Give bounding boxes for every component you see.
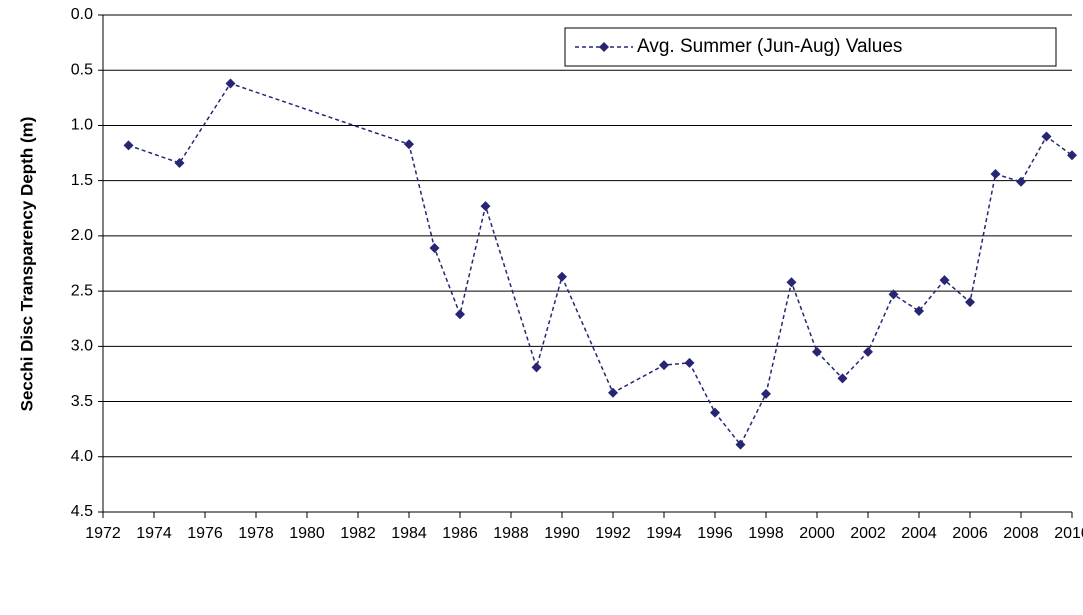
series-line bbox=[128, 82, 1073, 447]
y-tick-label: 0.0 bbox=[71, 6, 93, 23]
data-point bbox=[863, 346, 873, 357]
y-tick-label: 4.5 bbox=[71, 503, 93, 520]
data-point bbox=[735, 439, 746, 450]
data-point bbox=[123, 140, 134, 151]
y-tick-label: 1.0 bbox=[71, 117, 93, 134]
x-tick-label: 2006 bbox=[952, 525, 988, 542]
data-point bbox=[659, 360, 669, 371]
data-point bbox=[761, 388, 771, 399]
y-tick-label: 2.5 bbox=[71, 282, 93, 299]
x-tick-label: 1984 bbox=[391, 525, 427, 542]
data-point bbox=[1041, 131, 1052, 142]
data-point bbox=[557, 271, 567, 282]
y-tick-label: 4.0 bbox=[71, 448, 93, 465]
x-tick-label: 1996 bbox=[697, 525, 733, 542]
data-point bbox=[710, 407, 720, 418]
x-tick-label: 1980 bbox=[289, 525, 325, 542]
x-tick-label: 1982 bbox=[340, 525, 376, 542]
data-point bbox=[429, 243, 440, 254]
data-point bbox=[812, 346, 822, 357]
x-tick-label: 2004 bbox=[901, 525, 937, 542]
data-point bbox=[531, 362, 542, 373]
data-point bbox=[404, 139, 414, 150]
x-tick-label: 2000 bbox=[799, 525, 835, 542]
data-point bbox=[837, 373, 848, 384]
x-tick-label: 1976 bbox=[187, 525, 223, 542]
data-point bbox=[684, 357, 695, 368]
x-tick-label: 1990 bbox=[544, 525, 580, 542]
x-tick-label: 1988 bbox=[493, 525, 529, 542]
data-point bbox=[990, 169, 1001, 180]
y-tick-label: 3.5 bbox=[71, 393, 93, 410]
data-point bbox=[939, 275, 950, 286]
data-point bbox=[174, 157, 185, 168]
data-point bbox=[455, 309, 465, 320]
x-tick-label: 1978 bbox=[238, 525, 274, 542]
y-tick-label: 2.0 bbox=[71, 227, 93, 244]
x-tick-label: 2008 bbox=[1003, 525, 1039, 542]
data-point bbox=[225, 78, 236, 89]
data-point bbox=[786, 277, 797, 288]
x-tick-label: 1992 bbox=[595, 525, 631, 542]
x-tick-label: 2010 bbox=[1054, 525, 1083, 542]
x-tick-label: 1986 bbox=[442, 525, 478, 542]
data-point bbox=[1067, 150, 1077, 161]
y-axis-label: Secchi Disc Transparency Depth (m) bbox=[17, 117, 36, 412]
y-tick-label: 3.0 bbox=[71, 338, 93, 355]
x-tick-label: 1974 bbox=[136, 525, 172, 542]
data-point bbox=[1016, 176, 1026, 187]
x-tick-label: 2002 bbox=[850, 525, 886, 542]
data-point bbox=[608, 387, 618, 398]
data-point bbox=[480, 201, 491, 212]
x-tick-label: 1994 bbox=[646, 525, 682, 542]
x-tick-label: 1972 bbox=[85, 525, 121, 542]
data-point bbox=[888, 289, 899, 300]
x-tick-label: 1998 bbox=[748, 525, 784, 542]
y-tick-label: 1.5 bbox=[71, 172, 93, 189]
data-point bbox=[914, 305, 924, 316]
data-point bbox=[965, 297, 975, 308]
legend-marker bbox=[599, 42, 609, 52]
y-tick-label: 0.5 bbox=[71, 61, 93, 78]
legend-box bbox=[564, 27, 1057, 67]
legend-label: Avg. Summer (Jun-Aug) Values bbox=[637, 36, 902, 57]
